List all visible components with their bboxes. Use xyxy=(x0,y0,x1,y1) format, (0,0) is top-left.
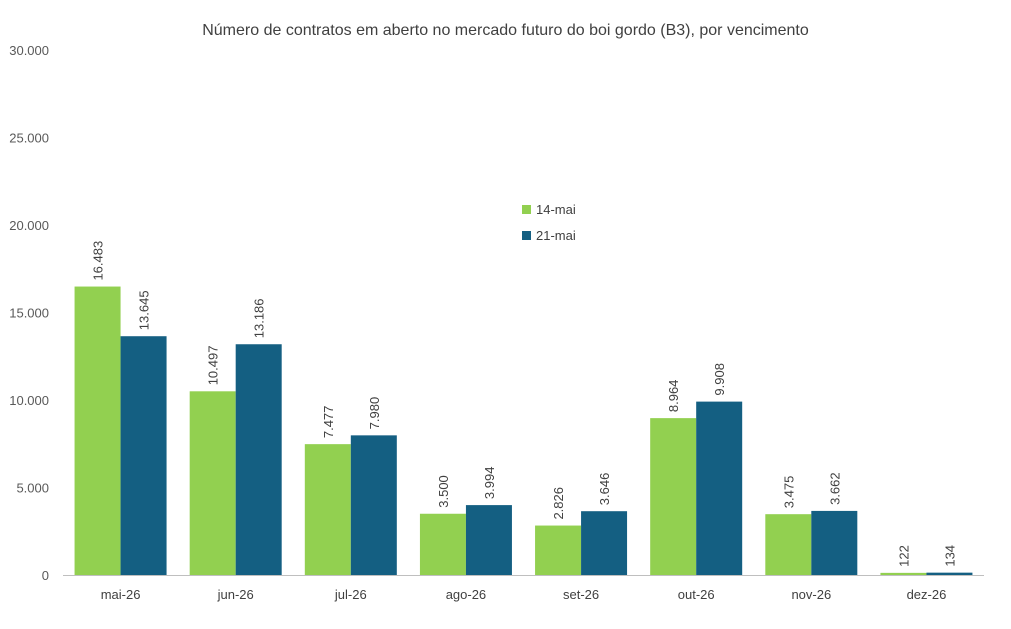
data-label: 9.908 xyxy=(712,363,727,396)
legend-label: 21-mai xyxy=(536,228,576,243)
bar-14-mai-jun-26 xyxy=(189,391,236,575)
data-label: 7.477 xyxy=(321,406,336,439)
bar-14-mai-nov-26 xyxy=(765,514,812,575)
bar-14-mai-out-26 xyxy=(650,418,697,575)
x-tick-label: dez-26 xyxy=(907,587,947,602)
data-label: 3.646 xyxy=(597,473,612,506)
bar-14-mai-mai-26 xyxy=(74,286,121,575)
x-tick-label: out-26 xyxy=(678,587,715,602)
legend-swatch xyxy=(522,231,531,240)
data-label: 134 xyxy=(942,545,957,567)
bar-14-mai-set-26 xyxy=(535,525,582,575)
bar-21-mai-jul-26 xyxy=(350,435,397,575)
chart-title: Número de contratos em aberto no mercado… xyxy=(202,22,809,39)
data-label: 13.186 xyxy=(252,298,267,338)
y-tick-label: 5.000 xyxy=(16,481,49,496)
y-tick-label: 30.000 xyxy=(9,43,49,58)
data-label: 13.645 xyxy=(137,290,152,330)
data-label: 8.964 xyxy=(666,380,681,413)
bar-21-mai-out-26 xyxy=(696,401,743,575)
x-tick-label: ago-26 xyxy=(446,587,486,602)
y-tick-label: 20.000 xyxy=(9,218,49,233)
data-label: 16.483 xyxy=(91,241,106,281)
bar-21-mai-dez-26 xyxy=(926,572,973,575)
x-tick-label: jul-26 xyxy=(334,587,367,602)
x-tick-label: mai-26 xyxy=(101,587,141,602)
bar-14-mai-dez-26 xyxy=(880,572,927,575)
y-tick-label: 10.000 xyxy=(9,393,49,408)
y-tick-label: 25.000 xyxy=(9,131,49,146)
data-label: 10.497 xyxy=(206,346,221,386)
bar-21-mai-jun-26 xyxy=(235,344,282,575)
data-label: 122 xyxy=(896,545,911,567)
bar-21-mai-mai-26 xyxy=(120,336,167,575)
x-tick-label: jun-26 xyxy=(217,587,254,602)
x-tick-label: set-26 xyxy=(563,587,599,602)
data-label: 3.475 xyxy=(781,476,796,509)
y-tick-label: 0 xyxy=(42,568,49,583)
data-label: 3.994 xyxy=(482,467,497,500)
bar-21-mai-nov-26 xyxy=(811,510,858,575)
bar-21-mai-ago-26 xyxy=(465,505,512,575)
bar-14-mai-ago-26 xyxy=(419,513,466,575)
data-label: 3.662 xyxy=(827,472,842,505)
data-label: 2.826 xyxy=(551,487,566,520)
x-tick-label: nov-26 xyxy=(791,587,831,602)
bar-14-mai-jul-26 xyxy=(304,444,351,575)
data-label: 7.980 xyxy=(367,397,382,430)
legend-swatch xyxy=(522,205,531,214)
legend-label: 14-mai xyxy=(536,202,576,217)
y-tick-label: 15.000 xyxy=(9,306,49,321)
bar-21-mai-set-26 xyxy=(581,511,628,575)
data-label: 3.500 xyxy=(436,475,451,508)
